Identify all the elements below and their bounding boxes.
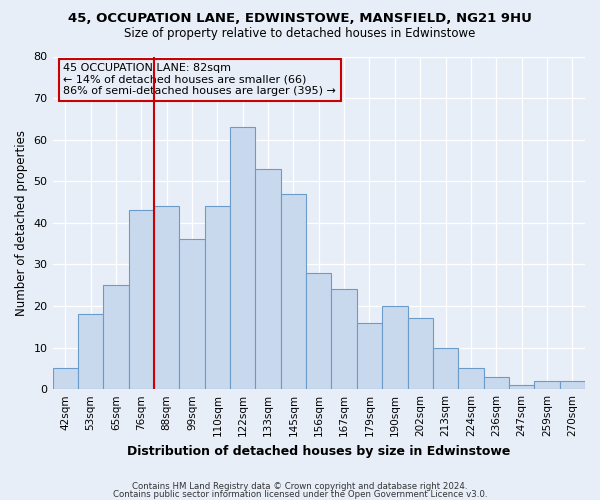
Bar xyxy=(433,348,458,389)
Bar xyxy=(78,314,103,389)
Bar xyxy=(103,285,128,389)
Bar xyxy=(128,210,154,389)
X-axis label: Distribution of detached houses by size in Edwinstowe: Distribution of detached houses by size … xyxy=(127,444,511,458)
Bar xyxy=(256,169,281,389)
Bar xyxy=(484,376,509,389)
Bar xyxy=(458,368,484,389)
Text: Contains public sector information licensed under the Open Government Licence v3: Contains public sector information licen… xyxy=(113,490,487,499)
Bar xyxy=(154,206,179,389)
Text: Size of property relative to detached houses in Edwinstowe: Size of property relative to detached ho… xyxy=(124,28,476,40)
Bar xyxy=(331,290,357,389)
Bar xyxy=(53,368,78,389)
Bar xyxy=(306,272,331,389)
Y-axis label: Number of detached properties: Number of detached properties xyxy=(15,130,28,316)
Bar xyxy=(179,240,205,389)
Bar xyxy=(357,322,382,389)
Bar xyxy=(382,306,407,389)
Text: 45, OCCUPATION LANE, EDWINSTOWE, MANSFIELD, NG21 9HU: 45, OCCUPATION LANE, EDWINSTOWE, MANSFIE… xyxy=(68,12,532,26)
Bar xyxy=(509,385,534,389)
Bar xyxy=(281,194,306,389)
Bar xyxy=(560,381,585,389)
Bar xyxy=(534,381,560,389)
Bar xyxy=(230,127,256,389)
Text: Contains HM Land Registry data © Crown copyright and database right 2024.: Contains HM Land Registry data © Crown c… xyxy=(132,482,468,491)
Bar xyxy=(407,318,433,389)
Text: 45 OCCUPATION LANE: 82sqm
← 14% of detached houses are smaller (66)
86% of semi-: 45 OCCUPATION LANE: 82sqm ← 14% of detac… xyxy=(63,63,336,96)
Bar xyxy=(205,206,230,389)
